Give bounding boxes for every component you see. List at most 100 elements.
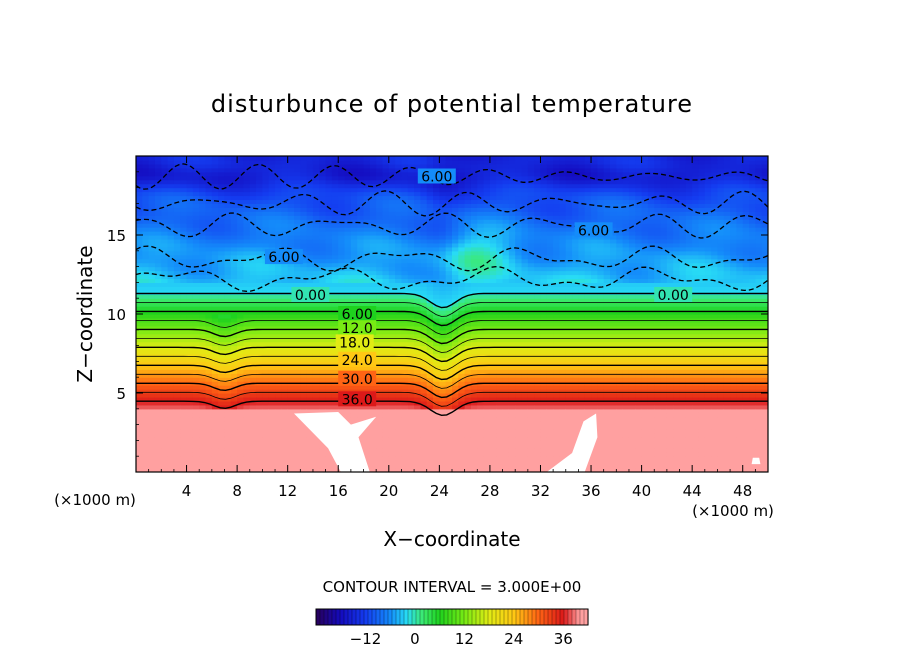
contour-lines bbox=[136, 163, 768, 417]
colorbar-segment bbox=[343, 608, 349, 626]
contour-label: 18.0 bbox=[339, 335, 370, 351]
x-tick-label: 32 bbox=[531, 482, 550, 500]
contour-label-bg bbox=[338, 351, 377, 367]
colorbar-segment bbox=[335, 608, 341, 626]
colorbar-segment bbox=[375, 608, 381, 626]
colorbar-segment bbox=[483, 608, 489, 626]
colorbar-segment bbox=[347, 608, 353, 626]
x-tick-label: 20 bbox=[379, 482, 398, 500]
colorbar-segment bbox=[355, 608, 361, 626]
colorbar-segment bbox=[551, 608, 557, 626]
colorbar-segment bbox=[359, 608, 365, 626]
colorbar-segment bbox=[467, 608, 473, 626]
colorbar-segment bbox=[527, 608, 533, 626]
contour-label: 6.00 bbox=[578, 223, 609, 239]
colorbar-segment bbox=[447, 608, 453, 626]
y-tick-label: 5 bbox=[116, 385, 126, 403]
x-tick-label: 24 bbox=[430, 482, 449, 500]
colorbar bbox=[315, 608, 589, 626]
y-tick-label: 10 bbox=[107, 306, 126, 324]
colorbar-segment bbox=[535, 608, 541, 626]
colorbar-segment bbox=[543, 608, 549, 626]
colorbar-segment bbox=[555, 608, 561, 626]
colorbar-segment bbox=[495, 608, 501, 626]
x-tick-label: 4 bbox=[182, 482, 192, 500]
colorbar-segment bbox=[319, 608, 325, 626]
colorbar-segment bbox=[511, 608, 517, 626]
colorbar-segment bbox=[387, 608, 393, 626]
colorbar-segment bbox=[547, 608, 553, 626]
colorbar-segment bbox=[575, 608, 581, 626]
chart-title: disturbunce of potential temperature bbox=[211, 90, 693, 118]
y-axis-label: Z−coordinate bbox=[73, 245, 97, 382]
colorbar-ticks: −12 0 12 24 36 bbox=[350, 630, 573, 648]
contour-label-bg bbox=[338, 306, 377, 321]
colorbar-segment bbox=[479, 608, 485, 626]
colorbar-segment bbox=[579, 608, 585, 626]
contour-label-bg bbox=[291, 287, 330, 302]
colorbar-segment bbox=[491, 608, 497, 626]
colorbar-segment bbox=[459, 608, 465, 626]
colorbar-segment bbox=[351, 608, 357, 626]
contour-label-bg bbox=[335, 334, 374, 350]
colorbar-segment bbox=[399, 608, 405, 626]
x-tick-label: 16 bbox=[329, 482, 348, 500]
colorbar-tick-label: 0 bbox=[410, 630, 420, 648]
colorbar-segment bbox=[519, 608, 525, 626]
colorbar-segment bbox=[559, 608, 565, 626]
contour-label: 0.00 bbox=[658, 288, 689, 304]
colorbar-segment bbox=[523, 608, 529, 626]
contour-labels: 6.006.006.000.00 0.006.0012.018.024.030.0… bbox=[264, 168, 693, 408]
colorbar-segment bbox=[339, 608, 345, 626]
colorbar-segment bbox=[419, 608, 425, 626]
x-unit-left: (×1000 m) bbox=[54, 491, 136, 509]
colorbar-frame bbox=[315, 608, 589, 626]
contour-label-bg bbox=[654, 287, 693, 302]
colorbar-segment bbox=[563, 608, 569, 626]
colorbar-segment bbox=[367, 608, 373, 626]
contour-label-bg bbox=[417, 168, 456, 184]
contour-label-bg bbox=[574, 222, 613, 238]
colorbar-segment bbox=[499, 608, 505, 626]
colorbar-segment bbox=[363, 608, 369, 626]
contour-label: 6.00 bbox=[421, 170, 452, 186]
colorbar-segment bbox=[423, 608, 429, 626]
contour-label: 6.00 bbox=[268, 250, 299, 266]
colorbar-segment bbox=[515, 608, 521, 626]
x-axis-ticks: 4 8 12 16 20 24 28 32 36 40 44 48 bbox=[148, 156, 756, 500]
colorbar-segment bbox=[379, 608, 385, 626]
x-tick-label: 44 bbox=[683, 482, 702, 500]
x-tick-label: 28 bbox=[480, 482, 499, 500]
colorbar-segment bbox=[455, 608, 461, 626]
y-tick-label: 15 bbox=[107, 227, 126, 245]
colorbar-segment bbox=[571, 608, 577, 626]
colorbar-segment bbox=[503, 608, 509, 626]
colorbar-segment bbox=[415, 608, 421, 626]
colorbar-tick-label: 24 bbox=[504, 630, 523, 648]
x-tick-label: 12 bbox=[278, 482, 297, 500]
colorbar-segment bbox=[435, 608, 441, 626]
contour-interval-label: CONTOUR INTERVAL = 3.000E+00 bbox=[323, 578, 582, 596]
colorbar-segment bbox=[443, 608, 449, 626]
contour-label-bg bbox=[338, 370, 377, 386]
colorbar-segment bbox=[439, 608, 445, 626]
contour-label-bg bbox=[264, 249, 303, 265]
colorbar-segment bbox=[531, 608, 537, 626]
colorbar-segment bbox=[371, 608, 377, 626]
x-unit-right: (×1000 m) bbox=[692, 502, 774, 520]
x-tick-label: 40 bbox=[632, 482, 651, 500]
colorbar-segment bbox=[323, 608, 329, 626]
colorbar-segment bbox=[403, 608, 409, 626]
colorbar-segment bbox=[391, 608, 397, 626]
colorbar-tick-label: 12 bbox=[455, 630, 474, 648]
contour-label: 24.0 bbox=[342, 353, 373, 369]
colorbar-segment bbox=[315, 608, 321, 626]
colorbar-segment bbox=[431, 608, 437, 626]
colorbar-segment bbox=[475, 608, 481, 626]
contour-label-bg bbox=[338, 391, 377, 407]
colorbar-segment bbox=[383, 608, 389, 626]
x-axis-label: X−coordinate bbox=[383, 527, 520, 551]
colorbar-tick-label: −12 bbox=[350, 630, 382, 648]
contour-label: 30.0 bbox=[342, 372, 373, 388]
